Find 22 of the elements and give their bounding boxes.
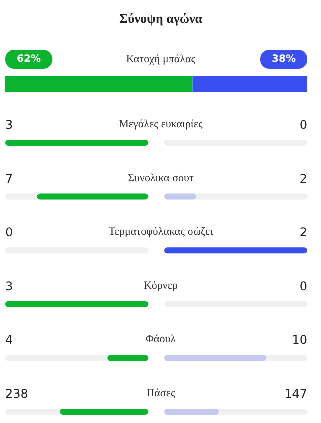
- data-label: 238: [6, 387, 28, 401]
- data-label: 2: [300, 226, 308, 240]
- data-label: 7: [6, 172, 14, 186]
- data-label: 38%: [272, 54, 296, 65]
- category-label: Τερματοφύλακας σώζει: [108, 226, 214, 238]
- category-label: Κατοχή μπάλας: [126, 54, 196, 66]
- data-label: 0: [300, 279, 308, 294]
- data-label: 0: [300, 118, 308, 132]
- category-label: Μεγάλες ευκαιρίες: [119, 118, 204, 130]
- data-label: 4: [6, 333, 14, 348]
- category-label: Κόρνερ: [144, 280, 179, 292]
- text: Σύνοψη αγώνα: [119, 11, 204, 26]
- category-label: Συνολικα σουτ: [128, 172, 194, 184]
- data-label: 2: [300, 172, 308, 186]
- category-label: Φάουλ: [146, 334, 177, 346]
- data-label: 3: [6, 118, 14, 132]
- data-label: 147: [284, 387, 308, 401]
- data-label: 0: [6, 226, 14, 240]
- data-label: 10: [292, 333, 308, 348]
- category-label: Πάσες: [146, 388, 176, 400]
- data-label: 62%: [17, 54, 41, 65]
- data-label: 3: [6, 279, 14, 294]
